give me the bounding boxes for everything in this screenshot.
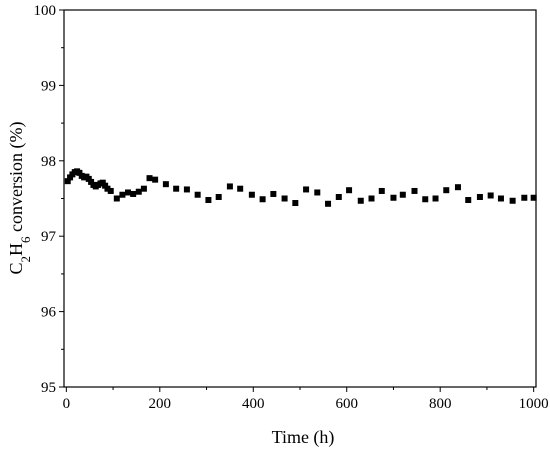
data-point	[173, 185, 180, 192]
data-point	[390, 194, 397, 201]
data-point	[152, 176, 159, 183]
data-point	[205, 197, 212, 204]
x-axis-ticks: 0 200 400 600 800 1000	[63, 387, 549, 412]
y-axis-ticks: 95 96 97 98 99 100	[34, 3, 64, 396]
data-point	[454, 184, 461, 191]
y-tick-label: 96	[41, 305, 57, 321]
data-point	[270, 190, 277, 197]
data-point	[130, 190, 137, 197]
data-point	[530, 194, 537, 201]
data-point	[76, 169, 83, 176]
data-point	[88, 178, 95, 185]
data-point	[183, 186, 190, 193]
y-tick-label: 100	[34, 3, 57, 19]
data-point	[102, 182, 109, 189]
data-point	[281, 195, 288, 202]
data-point	[146, 175, 153, 182]
data-point	[113, 195, 120, 202]
data-point	[378, 187, 385, 194]
data-point	[521, 194, 528, 201]
data-point	[125, 189, 132, 196]
data-point	[135, 188, 142, 195]
data-point	[85, 175, 92, 182]
y-tick-label: 98	[41, 154, 56, 170]
data-point	[335, 193, 342, 200]
data-point	[259, 196, 266, 203]
data-point	[64, 178, 71, 185]
plot-area-border	[63, 9, 537, 388]
data-point	[303, 186, 310, 193]
data-point	[325, 200, 332, 207]
data-point	[226, 183, 233, 190]
data-point	[292, 200, 299, 207]
data-point	[476, 193, 483, 200]
y-tick-label: 95	[41, 380, 56, 396]
data-point	[215, 193, 222, 200]
data-point	[432, 195, 439, 202]
data-point	[465, 197, 472, 204]
data-point	[422, 196, 429, 203]
y-tick-label: 99	[41, 78, 56, 94]
data-point	[357, 197, 364, 204]
data-point	[411, 187, 418, 194]
data-point	[162, 181, 169, 188]
x-tick-label: 600	[335, 396, 358, 412]
data-point	[487, 192, 494, 199]
data-point	[194, 191, 201, 198]
plot-frame	[63, 9, 537, 388]
x-tick-label: 1000	[519, 396, 549, 412]
data-point	[346, 187, 353, 194]
data-point	[104, 185, 111, 192]
data-point	[497, 195, 504, 202]
y-axis-title: C2H6 conversion (%)	[6, 122, 33, 275]
x-axis-title: Time (h)	[272, 427, 335, 448]
data-point	[119, 191, 126, 198]
data-point	[248, 191, 255, 198]
data-point	[368, 195, 375, 202]
data-point	[443, 187, 450, 194]
x-tick-label: 400	[242, 396, 265, 412]
data-point	[67, 174, 74, 181]
x-tick-label: 200	[149, 396, 172, 412]
y-tick-label: 97	[41, 229, 57, 245]
data-point	[107, 187, 114, 194]
data-points	[64, 168, 537, 207]
data-point	[99, 179, 106, 186]
x-tick-label: 0	[63, 396, 71, 412]
data-point	[140, 185, 147, 192]
x-tick-label: 800	[429, 396, 452, 412]
data-point	[237, 185, 244, 192]
data-point	[399, 191, 406, 198]
data-point	[509, 197, 516, 204]
data-point	[314, 189, 321, 196]
